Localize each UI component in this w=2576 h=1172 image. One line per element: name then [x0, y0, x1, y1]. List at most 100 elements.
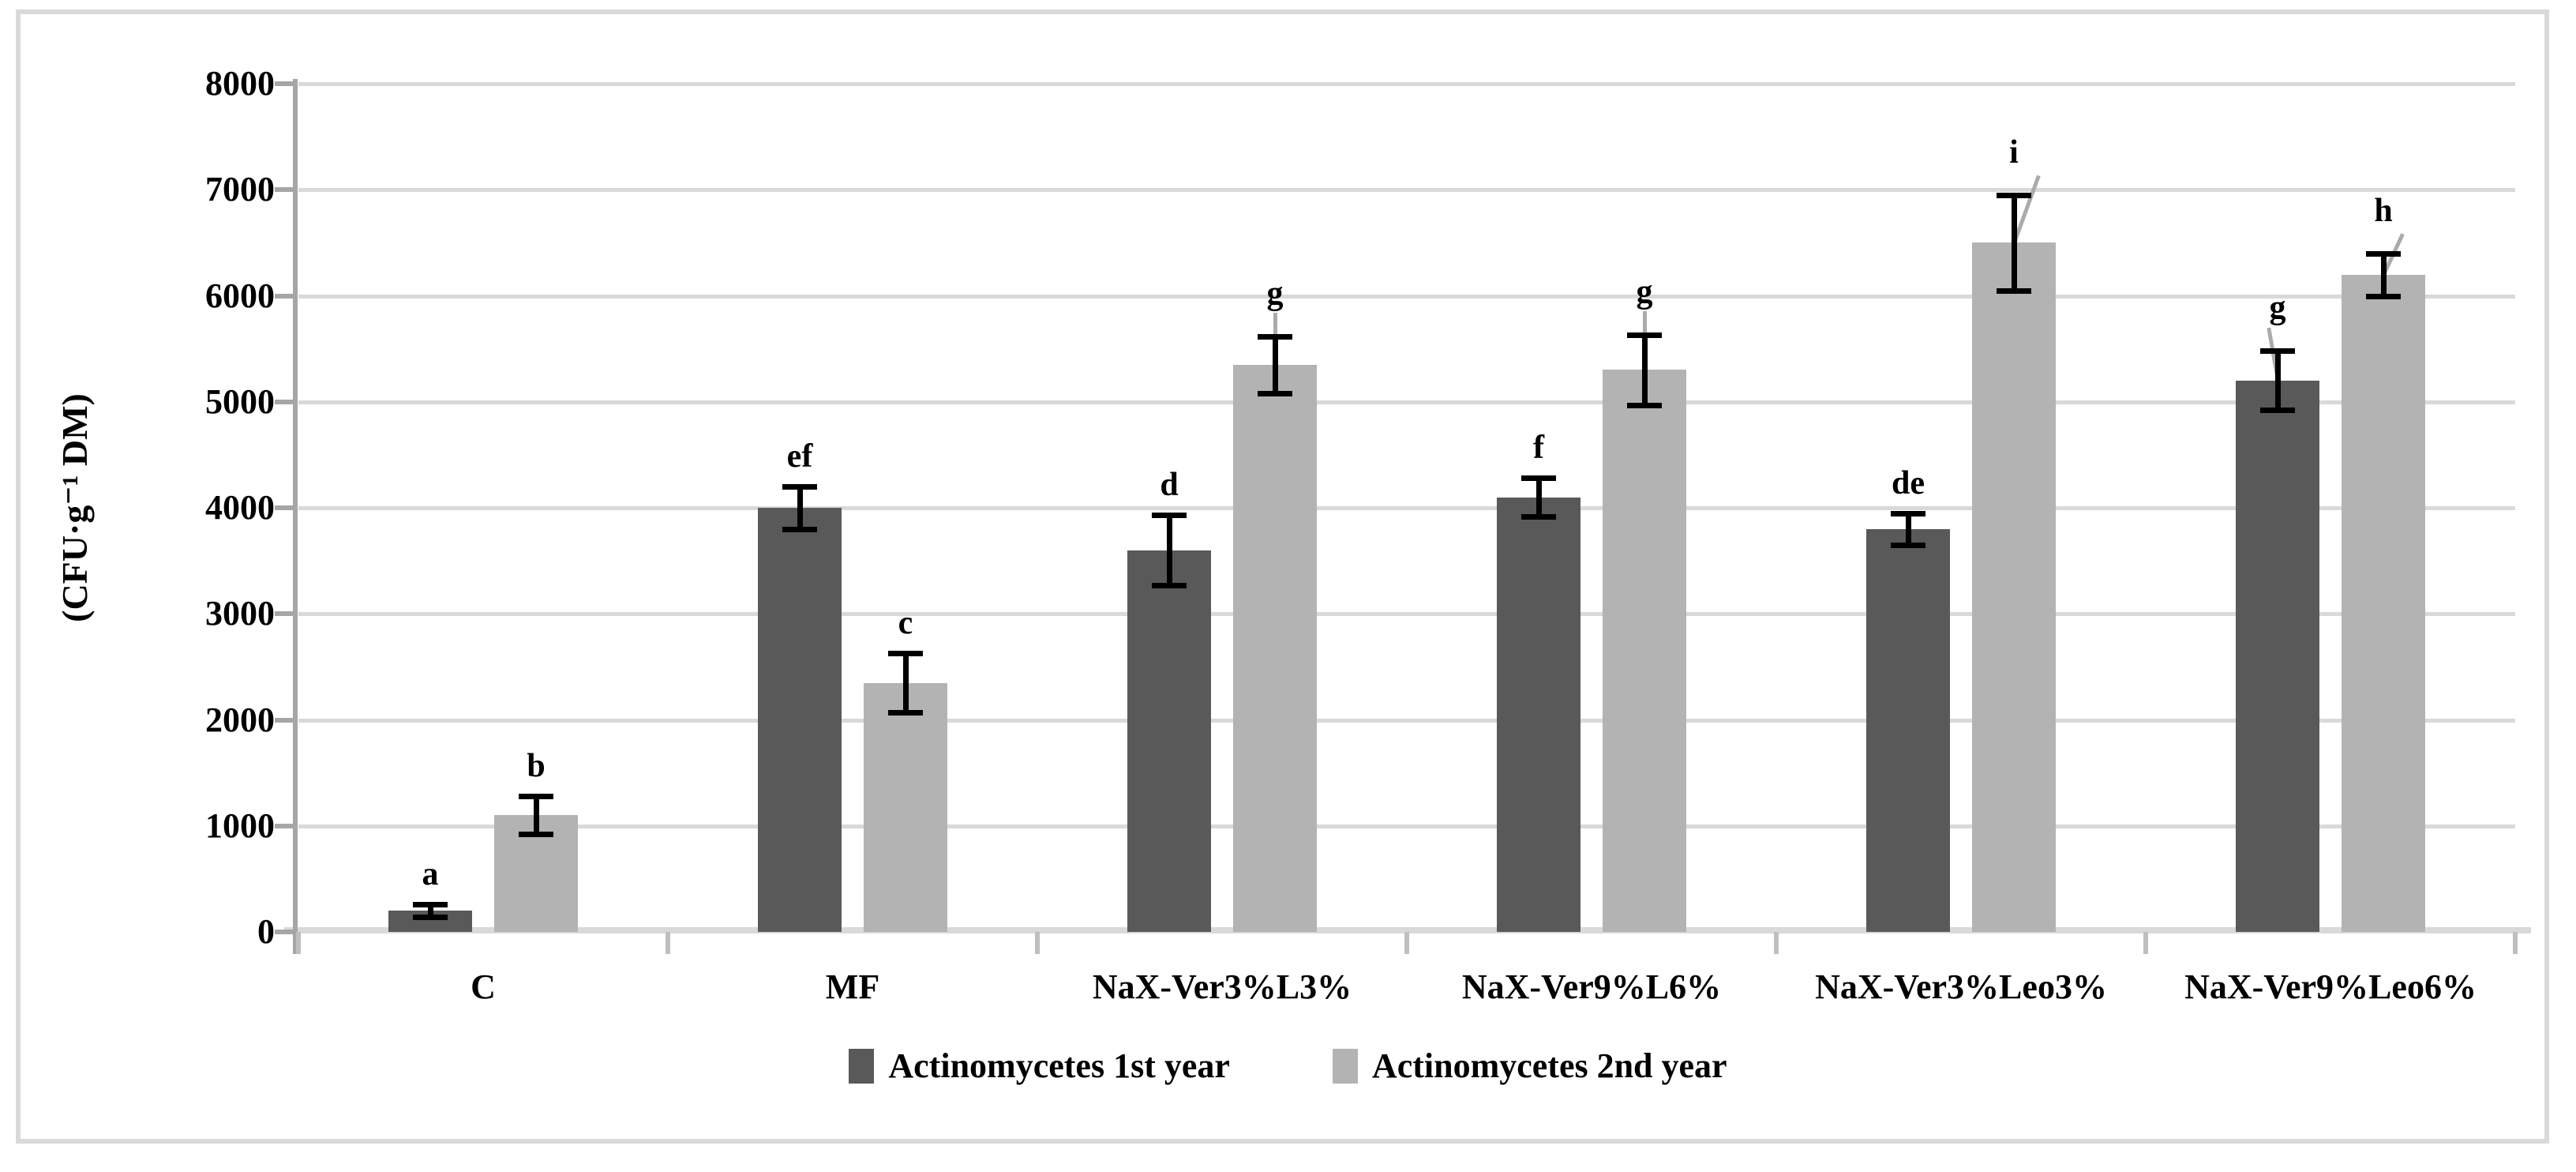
y-tick — [275, 717, 295, 723]
error-bar-cap-bottom — [1891, 542, 1925, 548]
error-bar-cap-top — [1891, 510, 1925, 517]
y-tick-label: 4000 — [205, 488, 275, 527]
legend-entry-2nd-year: Actinomycetes 2nd year — [1332, 1044, 1727, 1088]
gridline — [298, 718, 2515, 723]
error-bar-cap-top — [1258, 333, 1292, 340]
error-bar-cap-bottom — [1521, 513, 1556, 520]
y-tick-label: 8000 — [205, 64, 275, 103]
significance-letter: g — [2269, 290, 2286, 327]
x-category-label: NaX-Ver9%Leo6% — [2184, 967, 2477, 1006]
x-tick — [2143, 932, 2148, 954]
x-category-label: NaX-Ver3%L3% — [1092, 967, 1352, 1006]
bar-series2-NaX-Ver9%Leo6% — [2342, 274, 2425, 932]
error-bar-cap-bottom — [1627, 402, 1662, 408]
chart-border — [16, 9, 2549, 1144]
y-tick-label: 0 — [257, 912, 275, 951]
y-tick-label: 7000 — [205, 170, 275, 209]
gridline — [298, 824, 2515, 828]
error-bar-cap-bottom — [1258, 391, 1292, 396]
gridline — [298, 294, 2515, 299]
error-bar-cap-bottom — [888, 710, 923, 716]
error-bar-line — [533, 796, 539, 835]
error-bar-cap-top — [2260, 348, 2295, 355]
error-bar-cap-top — [2366, 250, 2401, 257]
bar-series1-NaX-Ver3%L3% — [1127, 550, 1211, 932]
y-tick — [275, 81, 295, 86]
legend-entry-1st-year: Actinomycetes 1st year — [849, 1044, 1230, 1088]
legend-label-1st-year: Actinomycetes 1st year — [888, 1046, 1230, 1085]
error-bar-cap-top — [1997, 192, 2031, 198]
x-category-label: NaX-Ver3%Leo3% — [1815, 967, 2107, 1006]
y-tick-label: 1000 — [205, 806, 275, 845]
error-bar-cap-top — [1521, 475, 1556, 482]
significance-letter: f — [1533, 430, 1544, 467]
x-tick — [666, 932, 670, 954]
y-tick-label: 5000 — [205, 381, 275, 421]
y-tick — [275, 399, 295, 404]
error-bar-line — [427, 904, 433, 918]
legend-label-2nd-year: Actinomycetes 2nd year — [1371, 1046, 1727, 1085]
error-bar-cap-bottom — [519, 832, 553, 838]
legend-swatch-1st-year — [849, 1049, 875, 1084]
error-bar-cap-bottom — [1152, 583, 1187, 588]
significance-letter: ef — [786, 438, 813, 475]
error-bar-line — [1272, 336, 1278, 393]
bar-series2-NaX-Ver9%L6% — [1603, 370, 1686, 932]
gridline — [298, 400, 2515, 404]
error-bar-line — [2011, 194, 2017, 291]
x-category-label: MF — [825, 967, 880, 1006]
error-bar-line — [1166, 515, 1172, 585]
bar-series2-NaX-Ver3%L3% — [1233, 364, 1317, 932]
error-bar-cap-bottom — [413, 915, 448, 921]
bar-series1-NaX-Ver3%Leo3% — [1866, 528, 1950, 932]
y-tick — [275, 505, 295, 510]
bar-series2-NaX-Ver3%Leo3% — [1972, 242, 2056, 932]
error-bar-cap-bottom — [2260, 408, 2295, 414]
gridline — [298, 188, 2515, 193]
bar-series2-MF — [864, 682, 947, 932]
y-axis-line — [293, 79, 298, 954]
legend: Actinomycetes 1st year Actinomycetes 2nd… — [0, 1044, 2576, 1088]
y-tick-label: 2000 — [205, 700, 275, 739]
significance-letter: de — [1892, 464, 1925, 501]
x-tick — [296, 932, 301, 954]
significance-letter: c — [898, 604, 913, 641]
gridline — [298, 506, 2515, 510]
error-bar-line — [2380, 253, 2387, 296]
x-tick — [1035, 932, 1040, 954]
gridline — [298, 82, 2515, 86]
legend-swatch-2nd-year — [1332, 1049, 1358, 1084]
error-bar-cap-top — [782, 484, 817, 490]
x-category-label: NaX-Ver9%L6% — [1461, 967, 1722, 1006]
x-axis-line — [284, 927, 2531, 933]
x-category-label: C — [471, 967, 496, 1006]
error-bar-line — [1535, 478, 1542, 517]
x-tick — [1404, 932, 1409, 954]
error-bar-line — [797, 486, 803, 529]
y-tick-label: 6000 — [205, 276, 275, 315]
significance-letter: b — [527, 748, 546, 785]
error-bar-cap-bottom — [2366, 293, 2401, 299]
y-tick — [275, 187, 295, 193]
significance-letter: h — [2374, 192, 2393, 229]
bar-series1-MF — [758, 508, 842, 932]
significance-letter: i — [2009, 133, 2019, 171]
error-bar-cap-top — [888, 650, 923, 656]
error-bar-cap-top — [1152, 513, 1187, 519]
x-tick — [2513, 932, 2518, 954]
bar-series1-NaX-Ver9%Leo6% — [2236, 380, 2319, 932]
y-tick — [275, 823, 295, 828]
error-bar-cap-bottom — [1997, 287, 2031, 294]
y-tick — [275, 293, 295, 299]
significance-letter: a — [422, 856, 439, 893]
x-tick — [1774, 932, 1779, 954]
y-tick — [275, 611, 295, 617]
bar-series1-NaX-Ver9%L6% — [1497, 497, 1580, 932]
significance-letter: g — [1636, 274, 1653, 311]
error-bar-cap-top — [1627, 332, 1662, 339]
significance-letter: g — [1266, 275, 1284, 312]
significance-letter: d — [1160, 467, 1179, 504]
error-bar-cap-bottom — [782, 526, 817, 532]
gridline — [298, 612, 2515, 617]
